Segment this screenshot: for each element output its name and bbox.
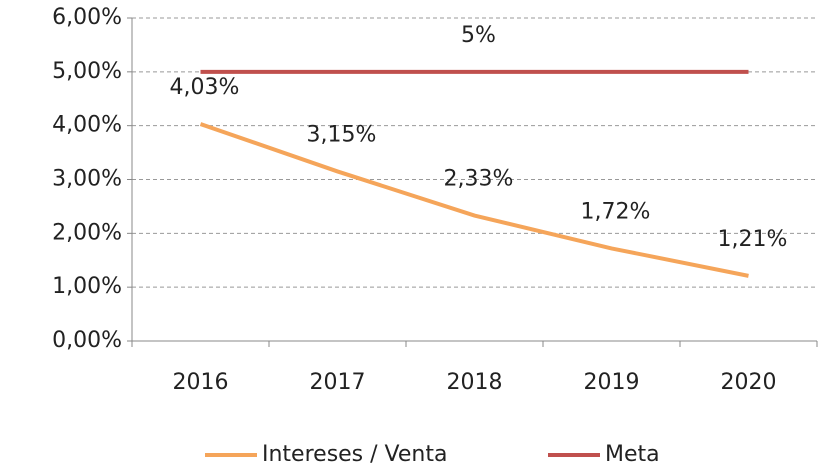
data-label: 3,15% <box>307 122 377 147</box>
x-tick-label: 2018 <box>447 370 503 395</box>
y-tick-label: 4,00% <box>52 113 122 138</box>
y-tick-label: 1,00% <box>52 274 122 299</box>
legend-label: Meta <box>605 442 660 467</box>
x-tick-label: 2016 <box>173 370 229 395</box>
series-line <box>199 122 749 278</box>
y-tick-label: 2,00% <box>52 220 122 245</box>
x-tick-label: 2020 <box>721 370 777 395</box>
y-tick-label: 6,00% <box>52 5 122 30</box>
legend-label: Intereses / Venta <box>262 442 447 467</box>
y-tick-label: 5,00% <box>52 59 122 84</box>
data-label: 4,03% <box>170 75 240 100</box>
x-tick-label: 2019 <box>584 370 640 395</box>
data-label: 2,33% <box>444 167 514 192</box>
data-label: 1,72% <box>581 199 651 224</box>
y-tick-label: 0,00% <box>52 328 122 353</box>
x-tick-label: 2017 <box>310 370 366 395</box>
data-label: 5% <box>461 23 496 48</box>
y-tick-label: 3,00% <box>52 167 122 192</box>
data-label: 1,21% <box>718 227 788 252</box>
